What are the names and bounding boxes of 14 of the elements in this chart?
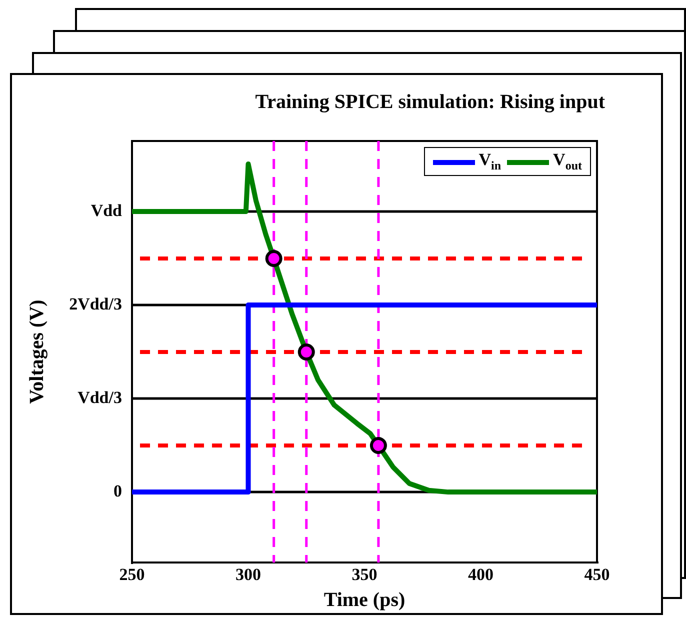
legend-label: V$_{out}$ — [553, 150, 582, 172]
ref-line-label: 2Vdd/3 — [69, 294, 122, 314]
x-tick-label: 400 — [468, 565, 494, 584]
x-axis-title: Time (ps) — [324, 589, 406, 612]
ref-line-label: Vdd/3 — [78, 388, 122, 407]
ref-line-label: 0 — [114, 481, 122, 500]
chart-title: Training SPICE simulation: Rising input — [255, 91, 606, 114]
x-tick-label: 350 — [352, 565, 378, 584]
legend-label: V$_{in}$ — [478, 150, 502, 172]
y-axis-title: Voltages (V) — [26, 300, 48, 404]
x-tick-label: 300 — [236, 565, 261, 584]
x-tick-label: 250 — [119, 565, 145, 584]
x-tick-label: 450 — [584, 565, 610, 584]
ref-line-label: Vdd — [90, 200, 123, 220]
